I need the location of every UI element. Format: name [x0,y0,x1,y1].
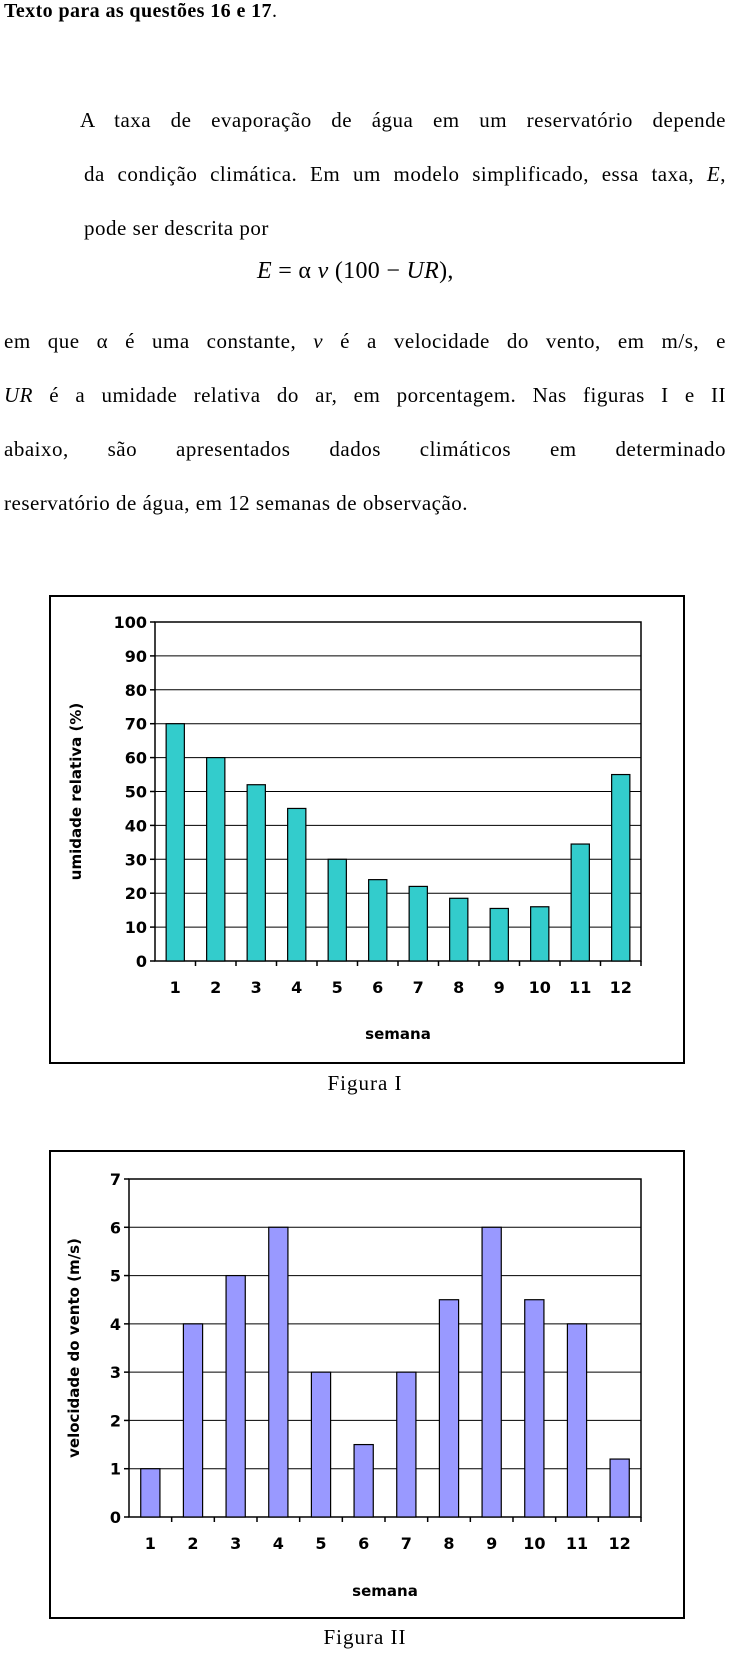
bar [566,1323,588,1518]
x-tick-label: 11 [569,978,591,997]
intro-line-1: A taxa de evaporação de água em um reser… [80,108,726,132]
y-tick-label: 90 [125,647,147,666]
bar [438,1299,460,1518]
x-tick-label: 9 [486,1534,497,1553]
x-tick-label: 2 [210,978,221,997]
x-axis-label: semana [365,1025,431,1043]
x-tick-label: 1 [145,1534,156,1553]
description-paragraph: em que α é uma constante, v é a velocida… [4,314,726,530]
bar [481,1226,502,1518]
x-tick-label: 3 [230,1534,241,1553]
x-tick-label: 11 [566,1534,588,1553]
y-tick-label: 0 [136,952,147,971]
bar [611,773,631,962]
bar [310,1371,332,1518]
y-tick-label: 4 [110,1315,121,1334]
x-tick-label: 5 [332,978,343,997]
desc-line-3: abaixo, são apresentados dados climático… [4,437,726,461]
x-tick-label: 1 [170,978,181,997]
y-tick-label: 40 [125,816,147,835]
y-axis-label: velocidade do vento (m/s) [65,1238,83,1458]
x-tick-label: 3 [251,978,262,997]
bar [327,858,347,962]
bar [165,723,185,962]
y-tick-label: 60 [125,749,147,768]
x-tick-label: 8 [443,1534,454,1553]
intro-line-2: da condição climática. Em um modelo simp… [84,162,726,186]
section-heading: Texto para as questões 16 e 17. [4,0,278,22]
y-tick-label: 80 [125,681,147,700]
y-tick-label: 70 [125,715,147,734]
x-tick-label: 6 [358,1534,369,1553]
bar [449,897,469,962]
bar [530,906,550,962]
y-tick-label: 1 [110,1460,121,1479]
x-tick-label: 6 [372,978,383,997]
bar [206,757,226,962]
x-tick-label: 7 [401,1534,412,1553]
desc-line-4: reservatório de água, em 12 semanas de o… [4,491,469,515]
x-tick-label: 4 [291,978,302,997]
bar [489,907,509,962]
evaporation-formula: E = α v (100 − UR), [257,258,454,284]
y-tick-label: 10 [125,918,147,937]
y-tick-label: 7 [110,1170,121,1189]
x-tick-label: 8 [453,978,464,997]
bar [246,784,266,962]
figure-1-caption: Figura I [327,1071,403,1095]
figure-2-caption: Figura II [323,1625,407,1649]
desc-line-1: em que α é uma constante, v é a velocida… [4,329,726,353]
intro-line-3: pode ser descrita por [84,216,269,240]
x-tick-label: 12 [610,978,632,997]
figure-2-chart: 0 1 2 3 4 5 6 7 1 2 3 4 5 6 7 8 9 10 11 12 semana velocidade … [49,1150,685,1619]
y-tick-label: 3 [110,1363,121,1382]
bar [287,807,307,962]
bar [225,1274,246,1518]
bar [268,1226,289,1518]
y-axis-label: umidade relativa (%) [67,703,85,880]
bar [353,1443,374,1518]
x-tick-label: 5 [315,1534,326,1553]
y-tick-label: 5 [110,1267,121,1286]
bar [182,1323,204,1518]
plot-area [128,1178,642,1518]
bar [368,879,388,962]
x-tick-label: 10 [529,978,551,997]
bar [408,885,428,962]
bar [524,1299,545,1518]
bar [140,1468,161,1518]
bar [396,1371,417,1518]
x-tick-label: 10 [523,1534,545,1553]
y-tick-label: 6 [110,1218,121,1237]
x-tick-label: 2 [187,1534,198,1553]
x-tick-label: 12 [609,1534,631,1553]
bar [609,1458,630,1518]
y-tick-label: 100 [114,613,147,632]
x-tick-label: 9 [494,978,505,997]
x-tick-label: 7 [413,978,424,997]
figure-1-chart: 0 10 20 30 40 50 60 70 80 90 100 1 2 3 4 5 6 7 8 9 10 11 12 sem… [49,595,685,1064]
y-tick-label: 2 [110,1411,121,1430]
y-tick-label: 20 [125,884,147,903]
x-tick-label: 4 [273,1534,284,1553]
intro-paragraph: A taxa de evaporação de água em um reser… [4,93,726,255]
x-axis-label: semana [352,1582,418,1600]
y-tick-label: 30 [125,850,147,869]
bar [570,843,590,962]
y-tick-label: 0 [110,1508,121,1527]
y-tick-label: 50 [125,783,147,802]
desc-line-2: UR é a umidade relativa do ar, em porcen… [4,383,726,407]
